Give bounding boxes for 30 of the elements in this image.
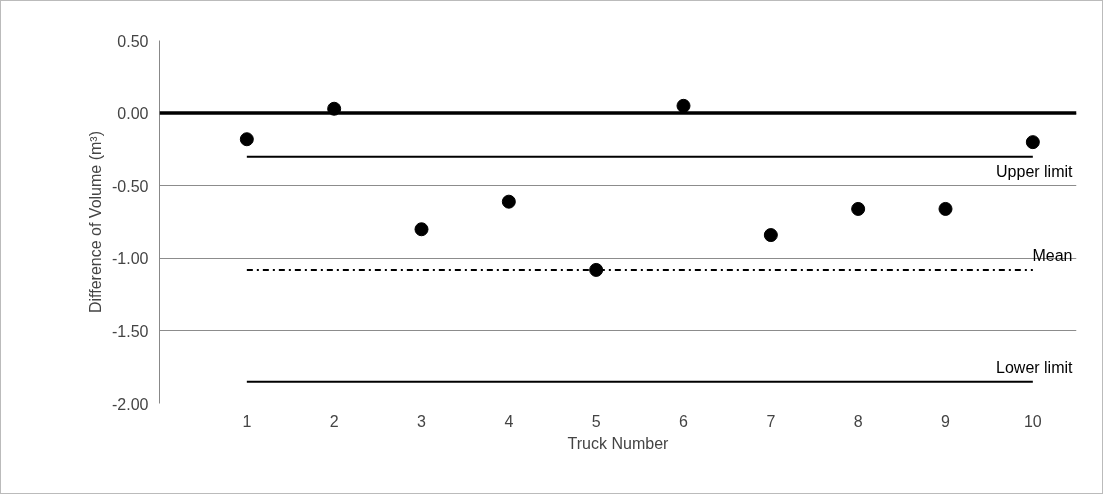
point xyxy=(239,132,254,147)
ref-line-label: Mean xyxy=(1032,246,1073,264)
x-axis-title: Truck Number xyxy=(567,434,670,452)
x-tick-label: 8 xyxy=(853,412,863,430)
x-tick-label: 3 xyxy=(417,412,427,430)
ref-line-label: Lower limit xyxy=(996,358,1074,376)
point xyxy=(1025,135,1040,150)
y-tick-label: -1.00 xyxy=(112,250,149,268)
point xyxy=(851,201,866,216)
y-tick-label: -0.50 xyxy=(112,177,149,195)
x-tick-label: 4 xyxy=(504,412,514,430)
x-tick-label: 10 xyxy=(1023,412,1042,430)
point xyxy=(501,194,516,209)
point xyxy=(763,228,778,243)
point xyxy=(676,98,691,113)
y-tick-label: -2.00 xyxy=(112,395,149,413)
y-axis-title: Difference of Volume (m³) xyxy=(87,131,105,313)
x-tick-label: 9 xyxy=(941,412,951,430)
x-tick-label: 5 xyxy=(591,412,601,430)
x-tick-label: 2 xyxy=(329,412,339,430)
ref-line-label: Upper limit xyxy=(996,162,1074,180)
y-tick-label: 0.50 xyxy=(117,32,149,50)
x-tick-label: 1 xyxy=(242,412,252,430)
point xyxy=(589,262,604,277)
point xyxy=(414,222,429,237)
y-tick-label: 0.00 xyxy=(117,105,149,123)
y-tick-label: -1.50 xyxy=(112,322,149,340)
point xyxy=(938,201,953,216)
x-tick-label: 7 xyxy=(766,412,776,430)
x-tick-label: 6 xyxy=(679,412,689,430)
